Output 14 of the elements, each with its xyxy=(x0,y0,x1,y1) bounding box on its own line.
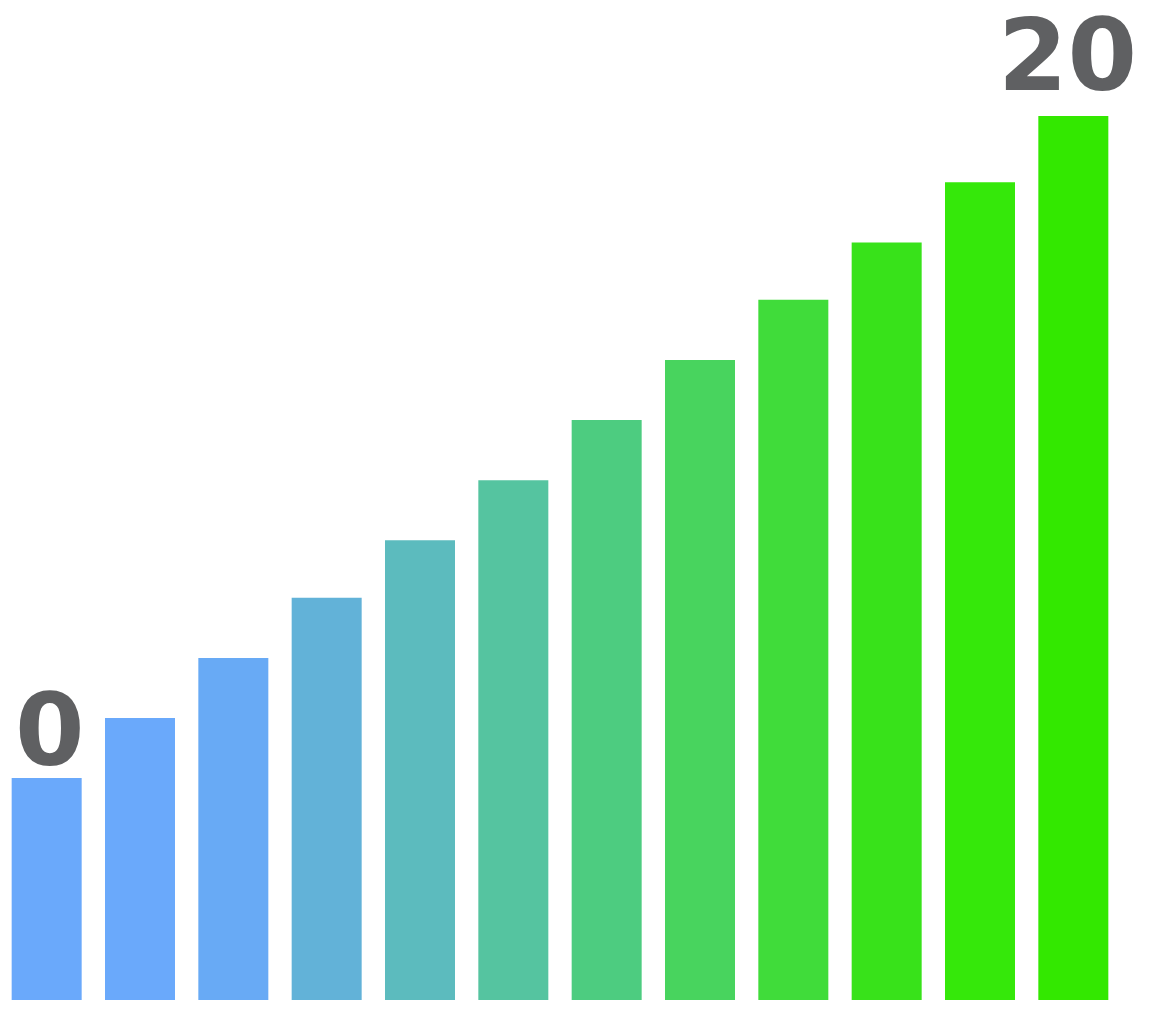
text: 20 xyxy=(998,0,1138,114)
annotation: 0 xyxy=(15,672,85,789)
bar xyxy=(291,597,362,1000)
bar xyxy=(851,242,922,1000)
bar xyxy=(11,778,82,1000)
bar xyxy=(571,420,642,1000)
bar xyxy=(105,718,175,1000)
bar xyxy=(385,540,455,1000)
bar xyxy=(478,480,549,1000)
bar xyxy=(665,359,735,1000)
bar xyxy=(758,299,829,1000)
bar xyxy=(945,182,1015,1000)
bar xyxy=(198,657,269,1000)
bar xyxy=(1038,116,1109,1000)
